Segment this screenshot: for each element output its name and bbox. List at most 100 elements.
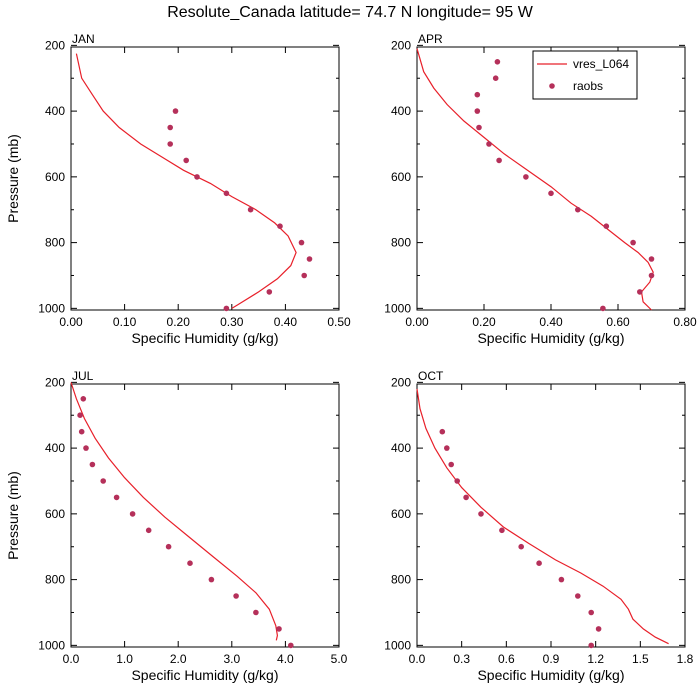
y-tick-label: 600 — [45, 507, 65, 521]
x-tick-label: 0.10 — [113, 315, 137, 329]
y-tick-label: 200 — [391, 38, 411, 52]
y-tick-label: 400 — [391, 441, 411, 455]
obs-point — [187, 560, 193, 566]
obs-point — [276, 626, 282, 632]
obs-point — [77, 412, 83, 419]
obs-point — [439, 428, 446, 435]
model-line — [70, 382, 279, 641]
obs-point — [113, 494, 120, 501]
obs-point — [523, 174, 529, 180]
plot-frame — [70, 46, 340, 311]
obs-point — [100, 478, 106, 484]
obs-point — [595, 626, 602, 632]
obs-point — [183, 157, 189, 164]
obs-point — [476, 124, 482, 131]
model-line — [75, 53, 297, 309]
y-tick-label: 1000 — [384, 301, 411, 315]
y-tick-label: 1000 — [38, 638, 65, 652]
x-tick-label: 0.40 — [274, 315, 298, 329]
obs-point — [298, 239, 305, 246]
obs-point — [548, 190, 554, 197]
x-tick-label: 5.0 — [331, 652, 348, 666]
obs-point — [194, 174, 200, 180]
obs-point — [600, 305, 606, 312]
y-tick-label: 1000 — [38, 301, 65, 315]
x-tick-label: 1.2 — [587, 652, 604, 666]
obs-point — [463, 494, 469, 501]
obs-point — [145, 527, 152, 534]
obs-point — [454, 478, 461, 484]
plot-frame — [416, 383, 686, 648]
model-line — [416, 388, 669, 645]
obs-point — [499, 527, 505, 534]
obs-point — [558, 576, 565, 583]
obs-point — [277, 223, 283, 229]
y-tick-label: 800 — [391, 236, 411, 250]
obs-point — [223, 190, 230, 197]
obs-point — [492, 75, 499, 81]
chart-title: Resolute_Canada latitude= 74.7 N longitu… — [167, 4, 533, 21]
x-tick-label: 0.9 — [543, 652, 560, 666]
obs-point — [448, 461, 455, 468]
x-tick-label: 0.20 — [167, 315, 191, 329]
y-tick-label: 200 — [45, 38, 65, 52]
y-tick-label: 800 — [45, 573, 65, 587]
x-axis-label: Specific Humidity (g/kg) — [477, 667, 624, 683]
x-tick-label: 0.50 — [327, 315, 351, 329]
obs-point — [89, 461, 96, 468]
obs-point — [129, 511, 136, 517]
obs-point — [288, 642, 294, 649]
obs-point — [247, 206, 254, 213]
obs-point — [233, 593, 239, 599]
legend-model-label: vres_L064 — [573, 57, 629, 71]
y-tick-label: 200 — [391, 375, 411, 389]
y-tick-label: 400 — [391, 104, 411, 118]
panel-label: OCT — [418, 369, 444, 383]
x-tick-label: 1.8 — [677, 652, 694, 666]
y-tick-label: 600 — [45, 170, 65, 184]
obs-point — [306, 256, 313, 262]
x-tick-label: 0.30 — [220, 315, 244, 329]
obs-point — [444, 445, 450, 451]
obs-point — [630, 239, 636, 246]
y-tick-label: 400 — [45, 104, 65, 118]
y-axis-label: Pressure (mb) — [5, 134, 21, 223]
obs-point — [603, 223, 610, 229]
plot-frame — [70, 383, 340, 648]
legend-dot-swatch — [549, 83, 555, 89]
obs-point — [474, 108, 481, 114]
x-tick-label: 0.00 — [405, 315, 429, 329]
panel-label: JAN — [72, 32, 95, 46]
x-tick-label: 0.0 — [63, 652, 80, 666]
y-tick-label: 600 — [391, 507, 411, 521]
panel-label: APR — [418, 32, 443, 46]
y-tick-label: 1000 — [384, 638, 411, 652]
obs-point — [575, 593, 581, 599]
x-tick-label: 1.0 — [116, 652, 133, 666]
legend-obs-label: raobs — [573, 79, 603, 93]
obs-point — [474, 91, 481, 98]
obs-point — [167, 141, 173, 147]
x-axis-label: Specific Humidity (g/kg) — [131, 330, 278, 346]
obs-point — [637, 289, 643, 295]
panel-label: JUL — [72, 369, 94, 383]
obs-point — [266, 289, 273, 295]
legend-box — [532, 50, 638, 100]
obs-point — [223, 305, 230, 312]
y-axis-label: Pressure (mb) — [5, 471, 21, 560]
y-tick-label: 600 — [391, 170, 411, 184]
obs-point — [588, 642, 594, 649]
obs-point — [496, 157, 502, 164]
x-tick-label: 0.60 — [606, 315, 630, 329]
obs-point — [648, 272, 655, 279]
obs-point — [575, 206, 581, 213]
y-tick-label: 400 — [45, 441, 65, 455]
y-tick-label: 800 — [391, 573, 411, 587]
x-tick-label: 0.00 — [59, 315, 83, 329]
